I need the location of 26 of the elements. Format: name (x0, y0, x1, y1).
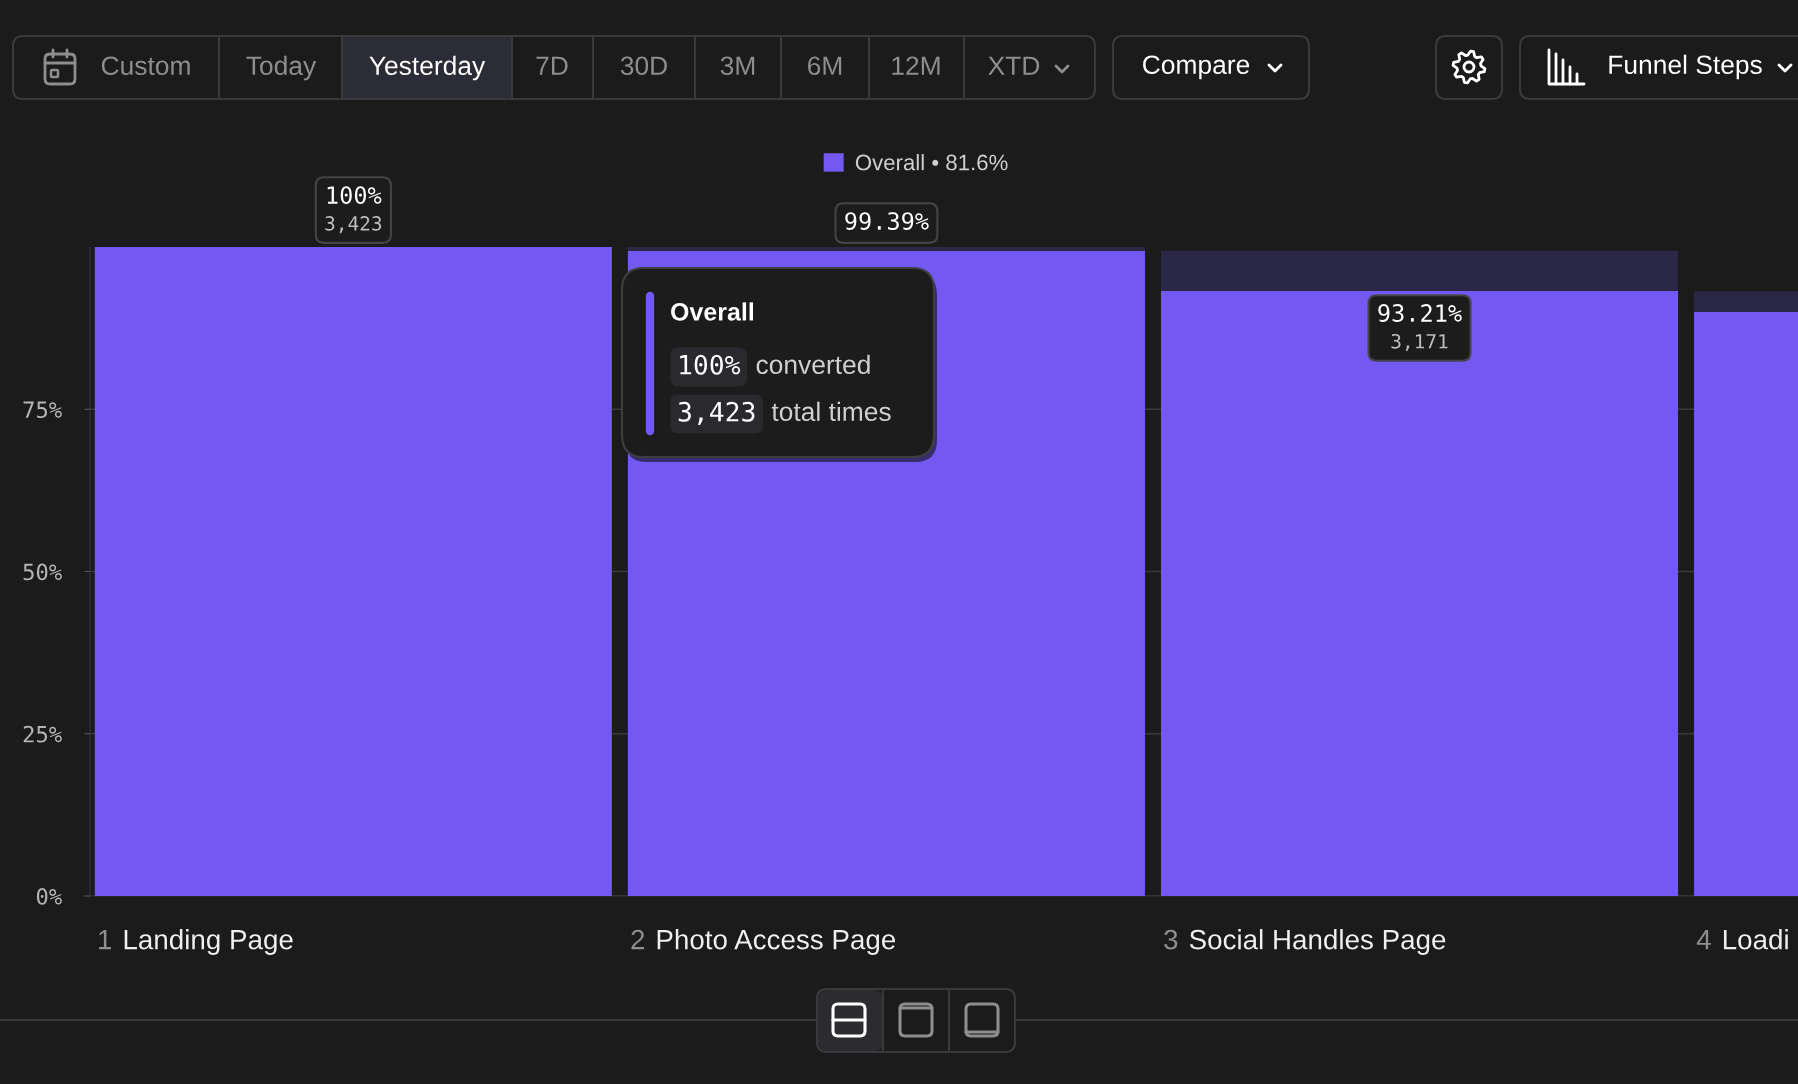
annotation: 3,423 total times (678, 401, 891, 426)
y-tick-label: 50% (23, 563, 62, 581)
text: 6M (808, 56, 842, 76)
data-label: 100% 3,423 (325, 186, 382, 234)
y-tick-label: 25% (23, 725, 62, 743)
x-tick-label: 4 Loadi (1696, 929, 1788, 950)
x-tick-label: 1 Landing Page (99, 929, 293, 955)
text: Custom (101, 56, 190, 76)
x-tick-label: 2 Photo Access Page (631, 929, 896, 955)
annotation: Overall (671, 302, 754, 321)
y-tick-label: 0% (36, 888, 62, 905)
text: 7D (536, 56, 568, 75)
y-tick-label: 75% (23, 401, 62, 419)
text: 3M (720, 56, 755, 76)
data-label: 93.21% 3,171 (1378, 304, 1462, 352)
data-label: 99.39% (845, 212, 929, 230)
text: 30D (620, 56, 667, 76)
text: Compare (1143, 55, 1250, 80)
x-tick-label: 3 Social Handles Page (1164, 929, 1446, 955)
text: Funnel Steps (1609, 54, 1762, 80)
text: Today (246, 55, 317, 81)
legend-label: Overall • 81.6% (855, 154, 1008, 171)
annotation: 100% converted (680, 354, 870, 375)
text: Yesterday (369, 55, 486, 81)
text: 12M (892, 56, 940, 75)
text: XTD (988, 56, 1040, 75)
